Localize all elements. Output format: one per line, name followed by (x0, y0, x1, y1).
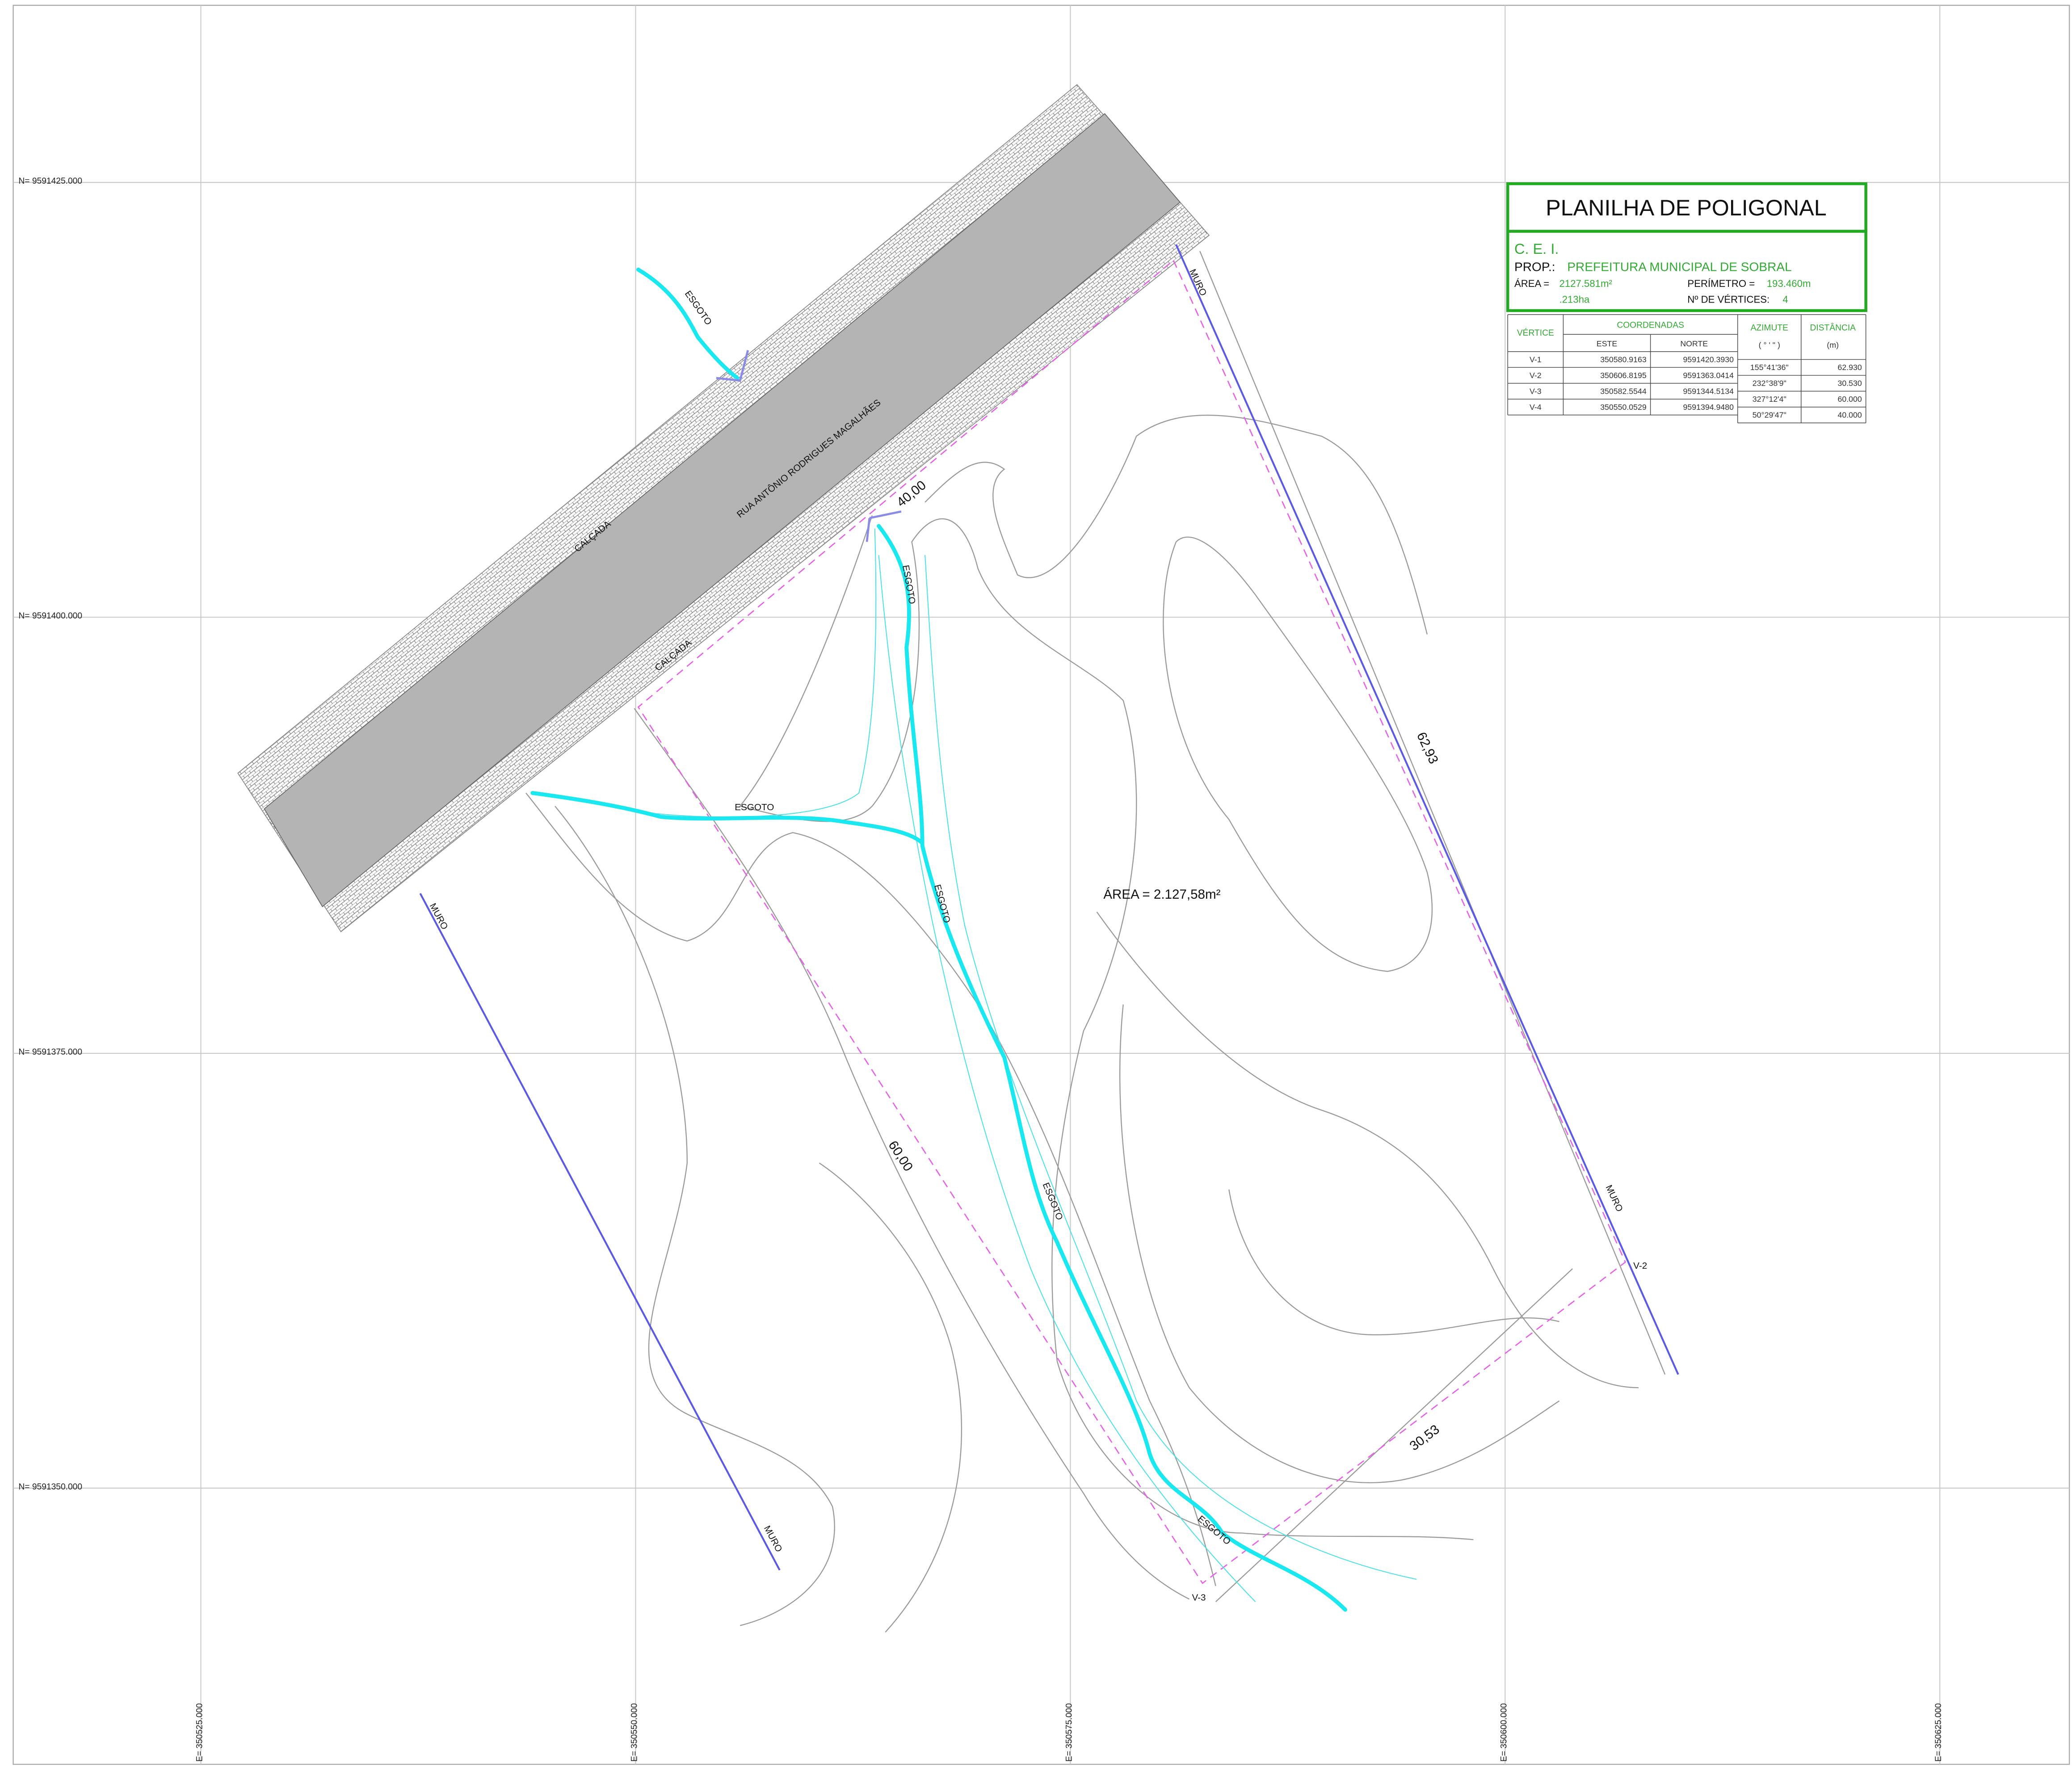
east-label: E= 350550.000 (630, 1703, 639, 1762)
sewage-branch (608, 528, 1417, 1602)
header: VÉRTICE (1517, 328, 1554, 338)
table-cell: 30.530 (1838, 379, 1862, 388)
contour (1215, 1268, 1573, 1603)
contour (819, 1162, 962, 1633)
table-cell: V-2 (1530, 371, 1542, 380)
wall (419, 893, 781, 1571)
table-cell: 327°12'4" (1753, 395, 1786, 404)
east-label: E= 350525.000 (195, 1703, 204, 1762)
header: (m) (1827, 341, 1839, 349)
header: ESTE (1597, 339, 1617, 348)
table-cell: 155°41'36" (1750, 363, 1789, 372)
header: DISTÂNCIA (1810, 323, 1856, 332)
vertices-count: 4 (1782, 294, 1788, 305)
sewage-label: ESGOTO (735, 802, 774, 812)
table-rows: V-1 350580.9163 9591420.3930 V-2 350606.8195… (1530, 355, 1862, 419)
table-cell: 232°38'9" (1753, 379, 1786, 388)
east-label: E= 350575.000 (1064, 1703, 1074, 1762)
north-label: N= 9591400.000 (18, 611, 82, 621)
north-label: N= 9591350.000 (18, 1482, 82, 1492)
title-block: PLANILHA DE POLIGONAL C. E. I. PROP.: PR… (1506, 182, 1867, 424)
table-grid (1507, 314, 1866, 424)
sewage-marker (866, 510, 902, 542)
table-cell: 60.000 (1838, 395, 1862, 404)
owner: PREFEITURA MUNICIPAL DE SOBRAL (1567, 260, 1791, 273)
roadway (264, 113, 1181, 908)
area-label: ÁREA = 2.127,58m² (1103, 887, 1220, 902)
contour (1199, 251, 1666, 1375)
sewage-line (530, 791, 925, 846)
table-cell: 350582.5544 (1600, 387, 1647, 395)
wall (1175, 244, 1679, 1375)
table-title: PLANILHA DE POLIGONAL (1546, 195, 1827, 220)
header: AZIMUTE (1751, 323, 1788, 332)
table-cell: V-4 (1530, 403, 1542, 412)
table-cell: 350580.9163 (1600, 355, 1647, 364)
contour (634, 708, 1190, 1600)
contour (1228, 1189, 1559, 1336)
table-cell: V-1 (1530, 355, 1542, 364)
title-box (1506, 182, 1867, 233)
north-label: N= 9591425.000 (18, 177, 82, 186)
table-cell: V-3 (1530, 387, 1542, 395)
table-cell: 9591344.5134 (1683, 387, 1734, 395)
vertex-label: V-3 (1192, 1592, 1206, 1603)
east-label: E= 350625.000 (1934, 1703, 1943, 1762)
table-cell: 62.930 (1838, 363, 1862, 372)
contour (1096, 911, 1639, 1388)
area-label: ÁREA = (1514, 278, 1549, 289)
vertices-label: Nº DE VÉRTICES: (1687, 294, 1769, 305)
sewage-marker (716, 350, 749, 382)
table-cell: 40.000 (1838, 411, 1862, 420)
perimeter-value: 193.460m (1767, 278, 1811, 289)
east-label: E= 350600.000 (1499, 1703, 1509, 1762)
contour (1163, 536, 1433, 972)
site-name: C. E. I. (1514, 241, 1559, 257)
table-cell: 350606.8195 (1600, 371, 1647, 380)
owner-label: PROP.: (1514, 260, 1555, 273)
info-box (1506, 230, 1867, 312)
header: ( ° ' " ) (1759, 341, 1780, 349)
table-cell: 9591420.3930 (1683, 355, 1734, 364)
road: RUA ANTÔNIO RODRIGUES MAGALHÃES CALÇADA … (237, 84, 1210, 933)
header: COORDENADAS (1617, 320, 1684, 330)
contour (1119, 1004, 1560, 1484)
sewage-line (636, 267, 740, 380)
contour (555, 806, 835, 1626)
table-cell: 350550.0529 (1600, 403, 1647, 412)
contour (525, 792, 1216, 1586)
table-cell: 50°29'47" (1753, 411, 1786, 420)
vertex-label: V-2 (1633, 1261, 1647, 1271)
area-ha: .213ha (1559, 294, 1590, 305)
perimeter-label: PERÍMETRO = (1687, 278, 1755, 289)
header: NORTE (1680, 339, 1708, 348)
sewage-line (877, 524, 1347, 1612)
table-cell: 9591363.0414 (1683, 371, 1734, 380)
area-value: 2127.581m² (1559, 278, 1612, 289)
property-boundary (637, 259, 1626, 1584)
contour (739, 515, 1474, 1540)
contour (925, 414, 1428, 635)
table-cell: 9591394.9480 (1683, 403, 1734, 412)
contours (525, 251, 1666, 1633)
north-label: N= 9591375.000 (18, 1048, 82, 1057)
